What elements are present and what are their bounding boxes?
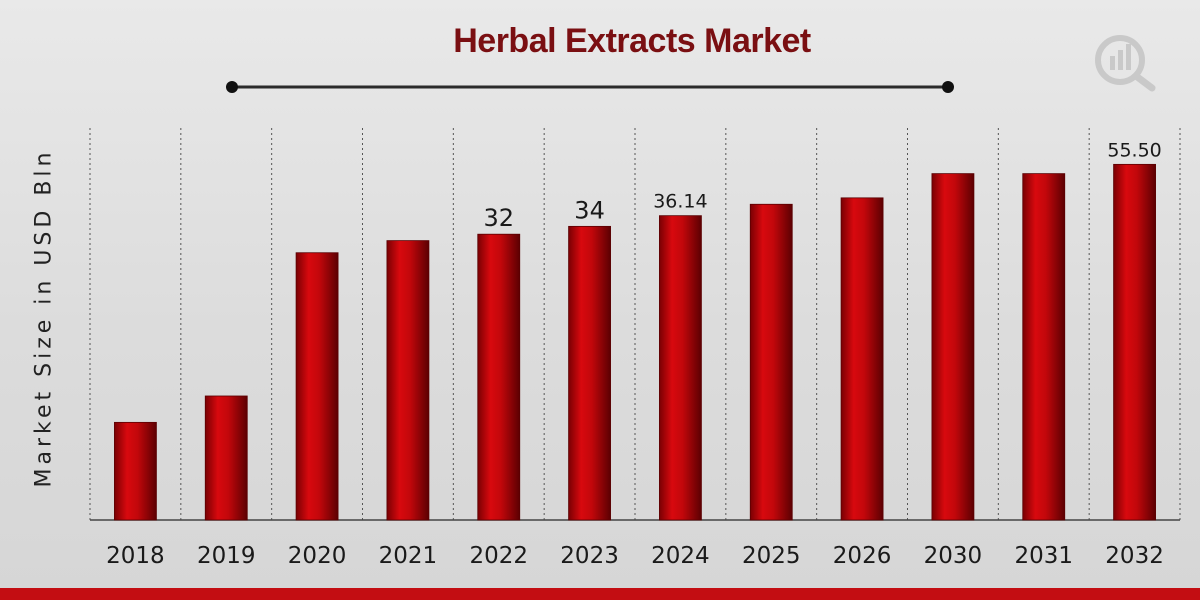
- x-tick-label-2019: 2019: [197, 543, 256, 569]
- chart-title: Herbal Extracts Market: [453, 22, 811, 60]
- data-label-2032: 55.50: [1107, 139, 1161, 161]
- bar-2020: [295, 252, 339, 521]
- x-tick-label-2031: 2031: [1014, 543, 1073, 569]
- bar-2032: [1113, 163, 1156, 521]
- bottom-accent-band: [0, 588, 1200, 600]
- x-tick-label-2026: 2026: [833, 543, 892, 569]
- title-underline-dot-left: [226, 81, 238, 93]
- x-tick-label-2025: 2025: [742, 543, 801, 569]
- bar-2025: [749, 203, 793, 521]
- x-tick-label-2020: 2020: [288, 543, 347, 569]
- x-tick-label-2023: 2023: [560, 543, 619, 569]
- x-tick-label-2032: 2032: [1105, 543, 1164, 569]
- brand-logo-icon: [1095, 35, 1156, 92]
- bar-2026: [840, 197, 884, 521]
- title-underline-dot-right: [942, 81, 954, 93]
- x-tick-label-2018: 2018: [106, 543, 165, 569]
- bar-2024: [659, 215, 702, 521]
- x-tick-label-2022: 2022: [469, 543, 528, 569]
- bar-2030: [931, 173, 975, 521]
- data-label-2023: 34: [574, 196, 605, 224]
- data-label-2022: 32: [483, 204, 514, 232]
- x-tick-label-2021: 2021: [379, 543, 438, 569]
- bar-2021: [386, 240, 430, 521]
- x-tick-label-2024: 2024: [651, 543, 710, 569]
- bar-2022: [477, 233, 521, 521]
- bar-2023: [568, 225, 611, 521]
- x-tick-label-2030: 2030: [924, 543, 983, 569]
- bar-2031: [1022, 173, 1066, 521]
- bar-2019: [204, 395, 248, 521]
- bar-2018: [114, 421, 157, 521]
- data-label-2024: 36.14: [653, 191, 707, 213]
